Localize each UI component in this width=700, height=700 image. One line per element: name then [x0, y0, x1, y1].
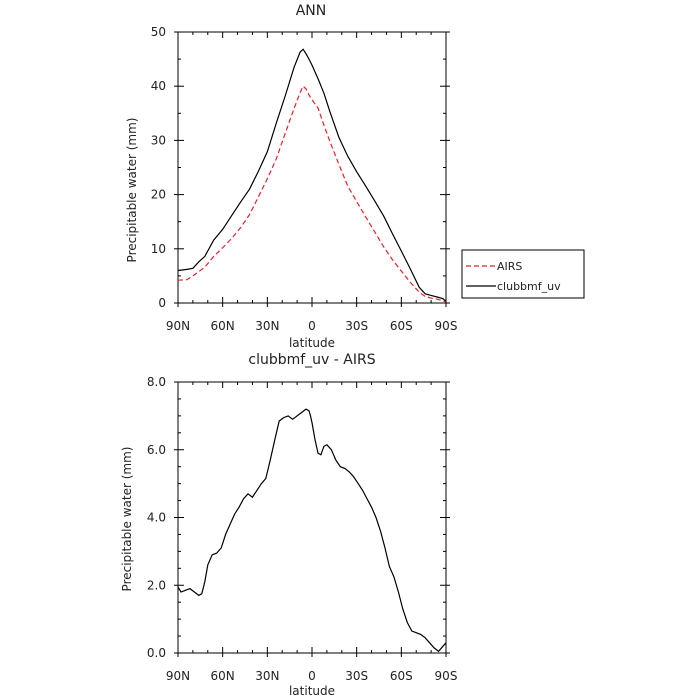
top-x-tick-label: 30S [345, 319, 368, 333]
legend-label-airs: AIRS [497, 260, 522, 273]
bottom-chart: clubbmf_uv - AIRS 90N 60N 30N 0 30S 60S … [120, 352, 457, 698]
top-y-tick-labels: 0 10 20 30 40 50 [151, 25, 166, 310]
legend-label-clubbmf-uv: clubbmf_uv [497, 280, 561, 293]
top-y-tick-label: 0 [158, 296, 166, 310]
difference-series-line [177, 408, 447, 653]
bottom-x-tick-label: 60N [211, 669, 235, 683]
clubbmf-uv-series-line [177, 48, 447, 302]
top-plot-frame [177, 31, 447, 304]
bottom-x-tick-label: 30S [345, 669, 368, 683]
bottom-y-tick-label: 2.0 [147, 578, 166, 592]
top-y-ticks [174, 31, 450, 304]
bottom-x-tick-label: 30N [255, 669, 279, 683]
bottom-x-tick-label: 90S [435, 669, 458, 683]
top-x-tick-label: 60S [390, 319, 413, 333]
bottom-y-tick-label: 6.0 [147, 443, 166, 457]
bottom-y-ticks [174, 381, 450, 654]
airs-series-line [177, 85, 447, 303]
top-y-axis-label: Precipitable water (mm) [125, 118, 139, 263]
bottom-y-tick-label: 8.0 [147, 375, 166, 389]
bottom-y-tick-label: 0.0 [147, 646, 166, 660]
bottom-y-axis-label: Precipitable water (mm) [120, 447, 134, 592]
bottom-x-tick-label: 90N [166, 669, 190, 683]
bottom-x-axis-label: latitude [289, 684, 335, 698]
top-x-tick-label: 90S [435, 319, 458, 333]
top-y-tick-label: 10 [151, 242, 166, 256]
legend-box [461, 249, 585, 299]
bottom-x-tick-labels: 90N 60N 30N 0 30S 60S 90S [166, 669, 458, 683]
bottom-y-tick-labels: 0.0 2.0 4.0 6.0 8.0 [147, 375, 166, 660]
top-x-tick-label: 0 [308, 319, 316, 333]
top-y-tick-label: 40 [151, 79, 166, 93]
top-chart-title: ANN [296, 3, 327, 19]
top-x-axis-label: latitude [289, 336, 335, 350]
bottom-chart-title: clubbmf_uv - AIRS [248, 352, 375, 368]
top-x-ticks [177, 32, 447, 307]
top-y-tick-label: 20 [151, 188, 166, 202]
legend: AIRS clubbmf_uv [461, 249, 585, 299]
bottom-x-ticks [177, 382, 447, 657]
top-x-tick-label: 90N [166, 319, 190, 333]
top-x-tick-label: 60N [211, 319, 235, 333]
bottom-x-tick-label: 60S [390, 669, 413, 683]
bottom-y-tick-label: 4.0 [147, 511, 166, 525]
top-x-tick-label: 30N [255, 319, 279, 333]
top-y-tick-label: 50 [151, 25, 166, 39]
top-y-tick-label: 30 [151, 133, 166, 147]
bottom-x-tick-label: 0 [308, 669, 316, 683]
top-chart: ANN 90N 60N 30N 0 30S 60S 90S 0 10 20 30… [125, 3, 585, 350]
top-x-tick-labels: 90N 60N 30N 0 30S 60S 90S [166, 319, 458, 333]
